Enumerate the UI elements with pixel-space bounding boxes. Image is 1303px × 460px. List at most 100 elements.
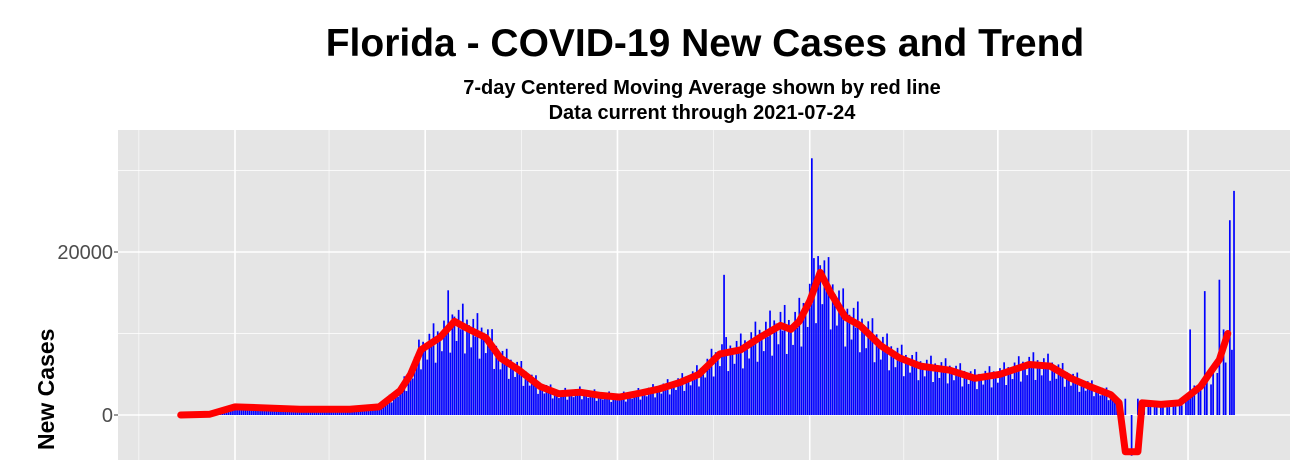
bar: [915, 351, 918, 415]
bar: [737, 353, 740, 415]
bar: [773, 320, 776, 415]
bar: [505, 348, 508, 415]
bar: [982, 384, 985, 415]
bar: [798, 297, 801, 415]
bar: [447, 290, 450, 415]
bar: [842, 288, 845, 415]
bar: [719, 366, 721, 415]
bar: [591, 395, 594, 415]
bar: [445, 334, 447, 415]
bar: [476, 313, 479, 415]
bar: [1137, 398, 1139, 415]
bar: [424, 343, 427, 415]
bar: [403, 376, 406, 415]
bar: [1095, 386, 1097, 415]
bar: [426, 359, 429, 415]
bar: [1024, 363, 1026, 415]
bar: [909, 372, 911, 415]
bar: [875, 334, 878, 415]
bar: [712, 376, 715, 415]
bar: [662, 383, 665, 415]
bar: [779, 311, 782, 415]
bar: [451, 314, 454, 415]
bar: [1210, 384, 1212, 415]
bar: [731, 348, 734, 415]
bar: [570, 391, 573, 415]
bar: [767, 336, 769, 415]
bar: [637, 388, 640, 415]
bar: [234, 406, 236, 415]
bar: [777, 344, 780, 415]
bar: [1155, 403, 1158, 415]
bar: [1019, 381, 1022, 415]
bar: [1162, 404, 1164, 415]
bar: [959, 363, 962, 415]
bar: [693, 378, 696, 415]
bar: [1028, 356, 1031, 415]
bar: [399, 386, 401, 415]
bar: [491, 329, 493, 415]
bar: [537, 393, 539, 415]
bar: [240, 407, 243, 415]
bar: [229, 410, 232, 415]
bar: [961, 386, 964, 415]
bar: [917, 380, 920, 415]
bar: [468, 325, 470, 415]
bar: [361, 410, 364, 415]
bar: [892, 350, 895, 415]
bar: [806, 326, 809, 415]
bar: [514, 376, 516, 415]
bar: [461, 303, 464, 415]
bar: [746, 342, 748, 415]
bar: [716, 352, 719, 415]
bar: [614, 395, 617, 415]
bar: [813, 258, 815, 415]
bar: [372, 407, 374, 415]
bar: [967, 384, 970, 415]
bar: [833, 293, 836, 415]
bar: [877, 340, 880, 415]
bar: [436, 331, 439, 415]
bar: [411, 378, 414, 415]
bar: [775, 323, 778, 415]
bar: [1099, 395, 1102, 415]
bar: [884, 351, 886, 415]
bar: [836, 325, 838, 415]
bar: [984, 370, 987, 415]
bar: [599, 394, 602, 415]
bar: [936, 366, 939, 415]
bar: [576, 393, 579, 415]
bar: [1224, 362, 1227, 415]
bar: [622, 391, 625, 415]
bar: [317, 411, 320, 415]
bar: [969, 371, 972, 415]
bar: [894, 367, 897, 415]
bar: [1172, 405, 1175, 415]
bar: [635, 394, 638, 415]
bar: [539, 383, 541, 415]
bar: [386, 401, 389, 415]
bar: [1203, 291, 1206, 415]
bar: [815, 323, 817, 415]
bar: [530, 374, 533, 415]
bar: [677, 378, 679, 415]
bar: [900, 344, 903, 415]
bar: [606, 396, 608, 415]
bar: [1082, 382, 1085, 415]
bar: [670, 382, 673, 415]
bar: [518, 372, 521, 415]
bar: [392, 393, 395, 415]
bar: [808, 283, 811, 415]
bar: [633, 391, 636, 415]
bar: [568, 390, 571, 415]
bar: [484, 353, 487, 415]
bar: [1003, 362, 1005, 415]
bar: [353, 410, 355, 415]
bar: [882, 336, 884, 415]
bar: [1153, 402, 1156, 415]
bar: [911, 355, 914, 415]
bar: [1174, 401, 1177, 415]
bar: [280, 409, 282, 415]
bar: [1103, 393, 1106, 415]
bar: [1065, 371, 1068, 415]
